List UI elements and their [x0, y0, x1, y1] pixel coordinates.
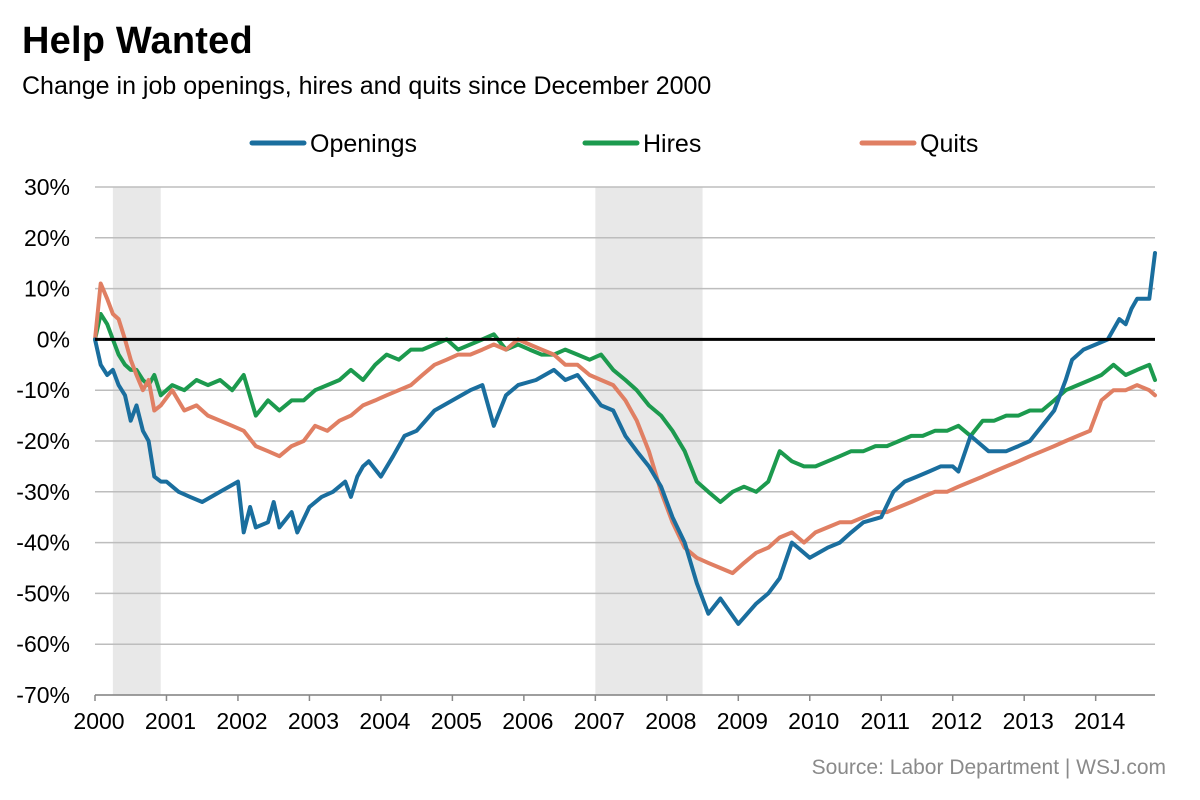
y-tick-label: -50% [16, 580, 70, 606]
y-tick-label: -60% [16, 631, 70, 657]
y-tick-label: -40% [16, 530, 70, 556]
x-tick-label: 2002 [216, 708, 267, 734]
y-tick-label: 30% [24, 174, 70, 200]
source-note: Source: Labor Department | WSJ.com [811, 756, 1166, 779]
x-tick-label: 2010 [788, 708, 839, 734]
x-tick-label: 2003 [288, 708, 339, 734]
y-tick-label: 10% [24, 276, 70, 302]
x-tick-label: 2004 [359, 708, 410, 734]
series-line-quits [93, 281, 1157, 576]
x-tick-label: 2012 [931, 708, 982, 734]
chart-title: Help Wanted [22, 20, 253, 62]
x-tick-label: 2001 [145, 708, 196, 734]
legend-label: Openings [310, 130, 417, 158]
y-tick-label: -30% [16, 479, 70, 505]
x-tick-label: 2005 [431, 708, 482, 734]
y-tick-label: 0% [37, 326, 70, 352]
legend-label: Hires [643, 130, 701, 158]
x-tick-label: 2007 [574, 708, 625, 734]
y-tick-label: -20% [16, 428, 70, 454]
y-tick-label: -10% [16, 377, 70, 403]
legend-label: Quits [920, 130, 978, 158]
legend-item-quits: Quits [859, 130, 978, 158]
legend-item-hires: Hires [582, 130, 701, 158]
x-tick-label: 2008 [645, 708, 696, 734]
x-tick-label: 2006 [502, 708, 553, 734]
x-tick-label: 2009 [717, 708, 768, 734]
x-tick-label: 2013 [1003, 708, 1054, 734]
chart-subtitle: Change in job openings, hires and quits … [22, 72, 712, 100]
y-tick-label: -70% [16, 682, 70, 708]
series-line-hires [93, 312, 1157, 504]
x-tick-label: 2011 [861, 708, 910, 734]
x-tick-label: 2014 [1074, 708, 1125, 734]
legend-item-openings: Openings [249, 130, 417, 158]
y-tick-label: 20% [24, 225, 70, 251]
x-tick-label: 2000 [73, 708, 124, 734]
series-line-openings [93, 251, 1157, 626]
